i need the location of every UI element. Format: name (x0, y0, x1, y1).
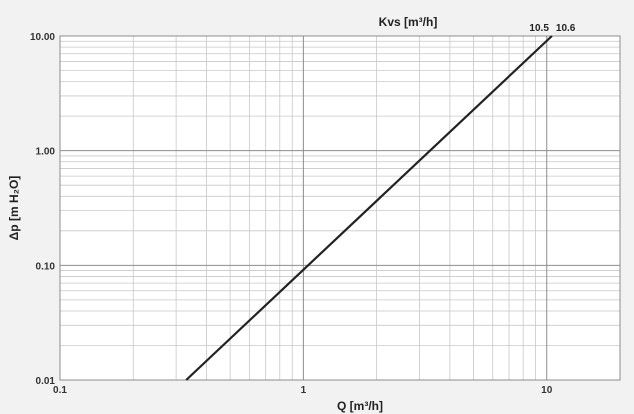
kvs-axis-title: Kvs [m³/h] (379, 15, 438, 29)
y-tick-label: 0.01 (36, 376, 56, 387)
series-layer (185, 35, 553, 381)
series-line-1 (185, 35, 553, 381)
y-tick-labels: 0.01 0.10 1.00 10.00 (30, 32, 55, 387)
y-tick-label: 10.00 (30, 32, 55, 43)
x-tick-label: 1 (301, 385, 307, 396)
major-grid (59, 35, 621, 381)
minor-grid (60, 36, 621, 380)
x-axis-title: Q [m³/h] (337, 399, 383, 413)
plot-area (60, 36, 620, 380)
kvs-value-label: 10.6 (556, 23, 576, 34)
x-tick-label: 0.1 (53, 385, 67, 396)
x-tick-labels: 0.1 1 10 (53, 385, 553, 396)
plot-border (59, 35, 621, 381)
y-axis-title: Δp [m H₂O] (7, 176, 21, 241)
x-tick-label: 10 (541, 385, 553, 396)
kvs-annotations: Kvs [m³/h] 10.5 10.6 (379, 15, 576, 34)
y-tick-label: 0.10 (36, 261, 56, 272)
y-tick-label: 1.00 (36, 147, 56, 158)
kvs-value-label: 10.5 (529, 23, 549, 34)
